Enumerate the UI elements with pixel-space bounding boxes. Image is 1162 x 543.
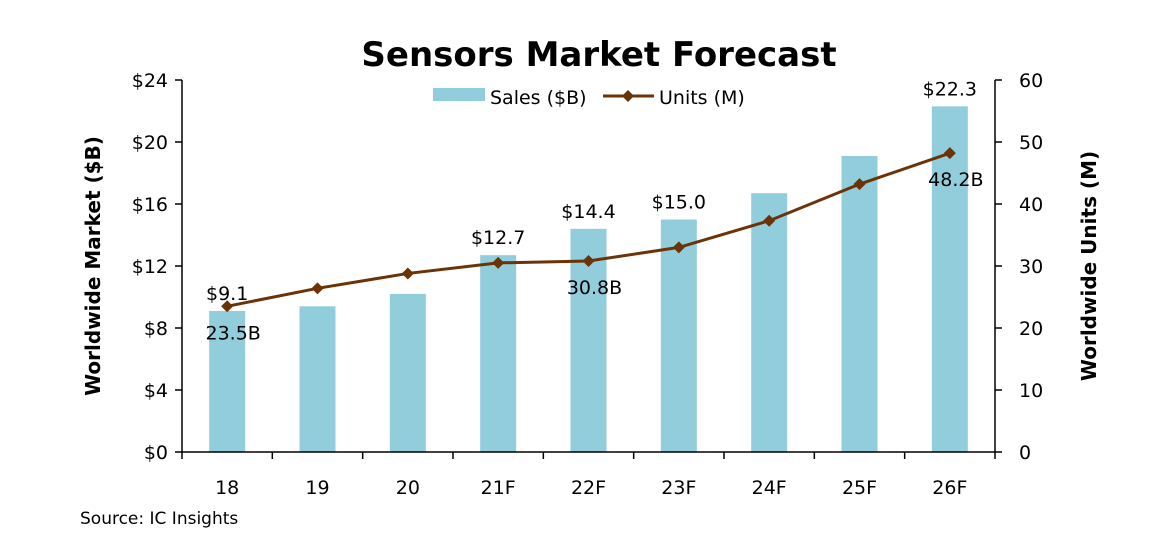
sales-data-label: $12.7	[471, 227, 525, 249]
sales-bar	[841, 155, 878, 452]
y2-tick-label: 40	[1019, 194, 1043, 216]
sales-data-label: $14.4	[561, 201, 615, 223]
legend: Sales ($B) Units (M)	[433, 87, 745, 109]
plot-area: $0 $4 $8 $12 $16 $20 $24 0 10 20 30 40 50 60 18 19 20 21F…	[81, 70, 1101, 499]
sales-bar	[209, 310, 246, 452]
chart-title: Sensors Market Forecast	[361, 35, 836, 75]
x-tick-label: 22F	[571, 477, 606, 499]
y2-tick-label: 50	[1019, 132, 1043, 154]
sales-data-label: $9.1	[206, 283, 248, 305]
units-marker	[853, 178, 866, 191]
units-marker	[401, 267, 414, 280]
y-axis-title: Worldwide Market ($B)	[81, 136, 105, 396]
x-tick-label: 26F	[932, 477, 967, 499]
x-tick-label: 25F	[842, 477, 877, 499]
x-tick-label: 19	[305, 477, 329, 499]
y2-tick-label: 20	[1019, 318, 1043, 340]
legend-sales-label: Sales ($B)	[490, 87, 587, 109]
y-tick-label: $16	[132, 194, 168, 216]
source-note: Source: IC Insights	[80, 509, 238, 529]
units-data-label: 48.2B	[928, 169, 983, 191]
units-marker	[221, 300, 234, 313]
y-tick-label: $24	[132, 70, 168, 92]
sales-bar	[660, 219, 697, 452]
y2-tick-label: 30	[1019, 256, 1043, 278]
units-data-label: 23.5B	[205, 322, 260, 344]
sales-bar	[480, 255, 517, 452]
x-tick-label: 18	[215, 477, 239, 499]
y-tick-label: $8	[144, 318, 168, 340]
y2-tick-label: 60	[1019, 70, 1043, 92]
sales-bar	[751, 193, 788, 452]
x-tick-label: 23F	[661, 477, 696, 499]
units-marker	[672, 241, 685, 254]
sales-bar	[931, 106, 968, 452]
y-tick-label: $0	[144, 442, 168, 464]
x-tick-label: 21F	[481, 477, 516, 499]
legend-units-label: Units (M)	[659, 87, 745, 109]
legend-units-marker	[622, 90, 634, 102]
units-marker	[943, 147, 956, 160]
y2-axis-title: Worldwide Units (M)	[1077, 151, 1101, 381]
sales-data-label: $15.0	[652, 192, 706, 214]
units-data-label: 30.8B	[567, 277, 622, 299]
y-tick-label: $4	[144, 380, 168, 402]
y-tick-label: $20	[132, 132, 168, 154]
units-marker	[763, 214, 776, 227]
y2-tick-label: 10	[1019, 380, 1043, 402]
x-tick-label: 20	[396, 477, 420, 499]
sales-bar	[389, 293, 426, 452]
units-marker	[582, 255, 595, 268]
y-tick-label: $12	[132, 256, 168, 278]
sales-data-label: $22.3	[923, 78, 977, 100]
x-tick-label: 24F	[752, 477, 787, 499]
y2-tick-label: 0	[1019, 442, 1031, 464]
sales-bar	[299, 306, 336, 452]
units-marker	[492, 256, 505, 269]
legend-sales-swatch	[433, 88, 485, 101]
units-marker	[311, 282, 324, 295]
